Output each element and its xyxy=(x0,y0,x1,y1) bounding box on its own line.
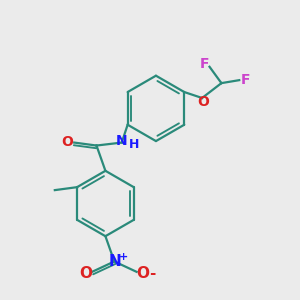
Text: O: O xyxy=(137,266,150,281)
Text: -: - xyxy=(149,266,155,281)
Text: F: F xyxy=(241,73,250,87)
Text: H: H xyxy=(129,138,140,152)
Text: N: N xyxy=(116,134,128,148)
Text: F: F xyxy=(200,57,209,71)
Text: +: + xyxy=(118,252,128,262)
Text: O: O xyxy=(198,94,209,109)
Text: O: O xyxy=(62,135,74,149)
Text: N: N xyxy=(109,254,121,269)
Text: O: O xyxy=(79,266,92,281)
